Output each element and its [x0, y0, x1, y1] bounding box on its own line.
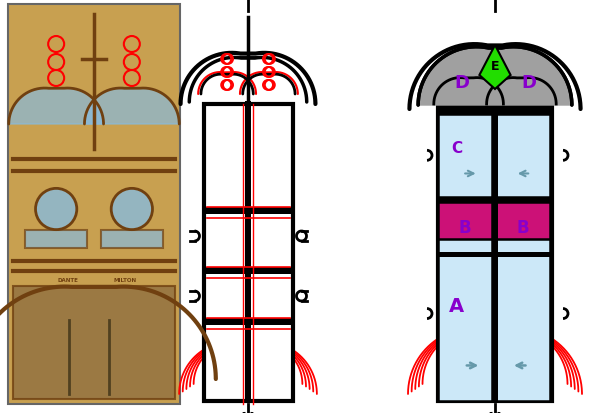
Circle shape	[111, 189, 152, 230]
Text: E: E	[491, 59, 499, 72]
Polygon shape	[9, 89, 104, 125]
Bar	[8, 5, 180, 404]
Text: B: B	[458, 218, 472, 236]
Circle shape	[35, 189, 77, 230]
Text: MILTON: MILTON	[113, 277, 137, 282]
Text: D: D	[454, 74, 469, 92]
Bar	[25, 230, 87, 248]
Bar	[438, 115, 492, 197]
Bar	[438, 107, 552, 401]
Bar	[493, 107, 497, 401]
Bar	[496, 115, 550, 197]
Text: DANTE: DANTE	[58, 277, 79, 282]
Bar	[438, 239, 492, 401]
Bar	[101, 230, 163, 248]
Bar	[496, 239, 550, 401]
Bar	[203, 267, 293, 274]
Bar	[438, 197, 552, 202]
Bar	[245, 102, 251, 401]
Polygon shape	[418, 47, 572, 106]
Bar	[203, 318, 293, 325]
Text: C: C	[451, 140, 463, 155]
Text: B: B	[517, 218, 529, 236]
Text: A: A	[449, 296, 464, 315]
Bar	[438, 108, 552, 115]
Bar	[203, 207, 293, 214]
Bar	[438, 202, 492, 252]
Polygon shape	[479, 46, 511, 90]
Bar	[438, 252, 552, 257]
Bar	[203, 105, 293, 401]
Text: D: D	[521, 74, 536, 92]
Bar	[13, 286, 175, 399]
Bar	[496, 202, 550, 252]
Polygon shape	[85, 89, 179, 125]
